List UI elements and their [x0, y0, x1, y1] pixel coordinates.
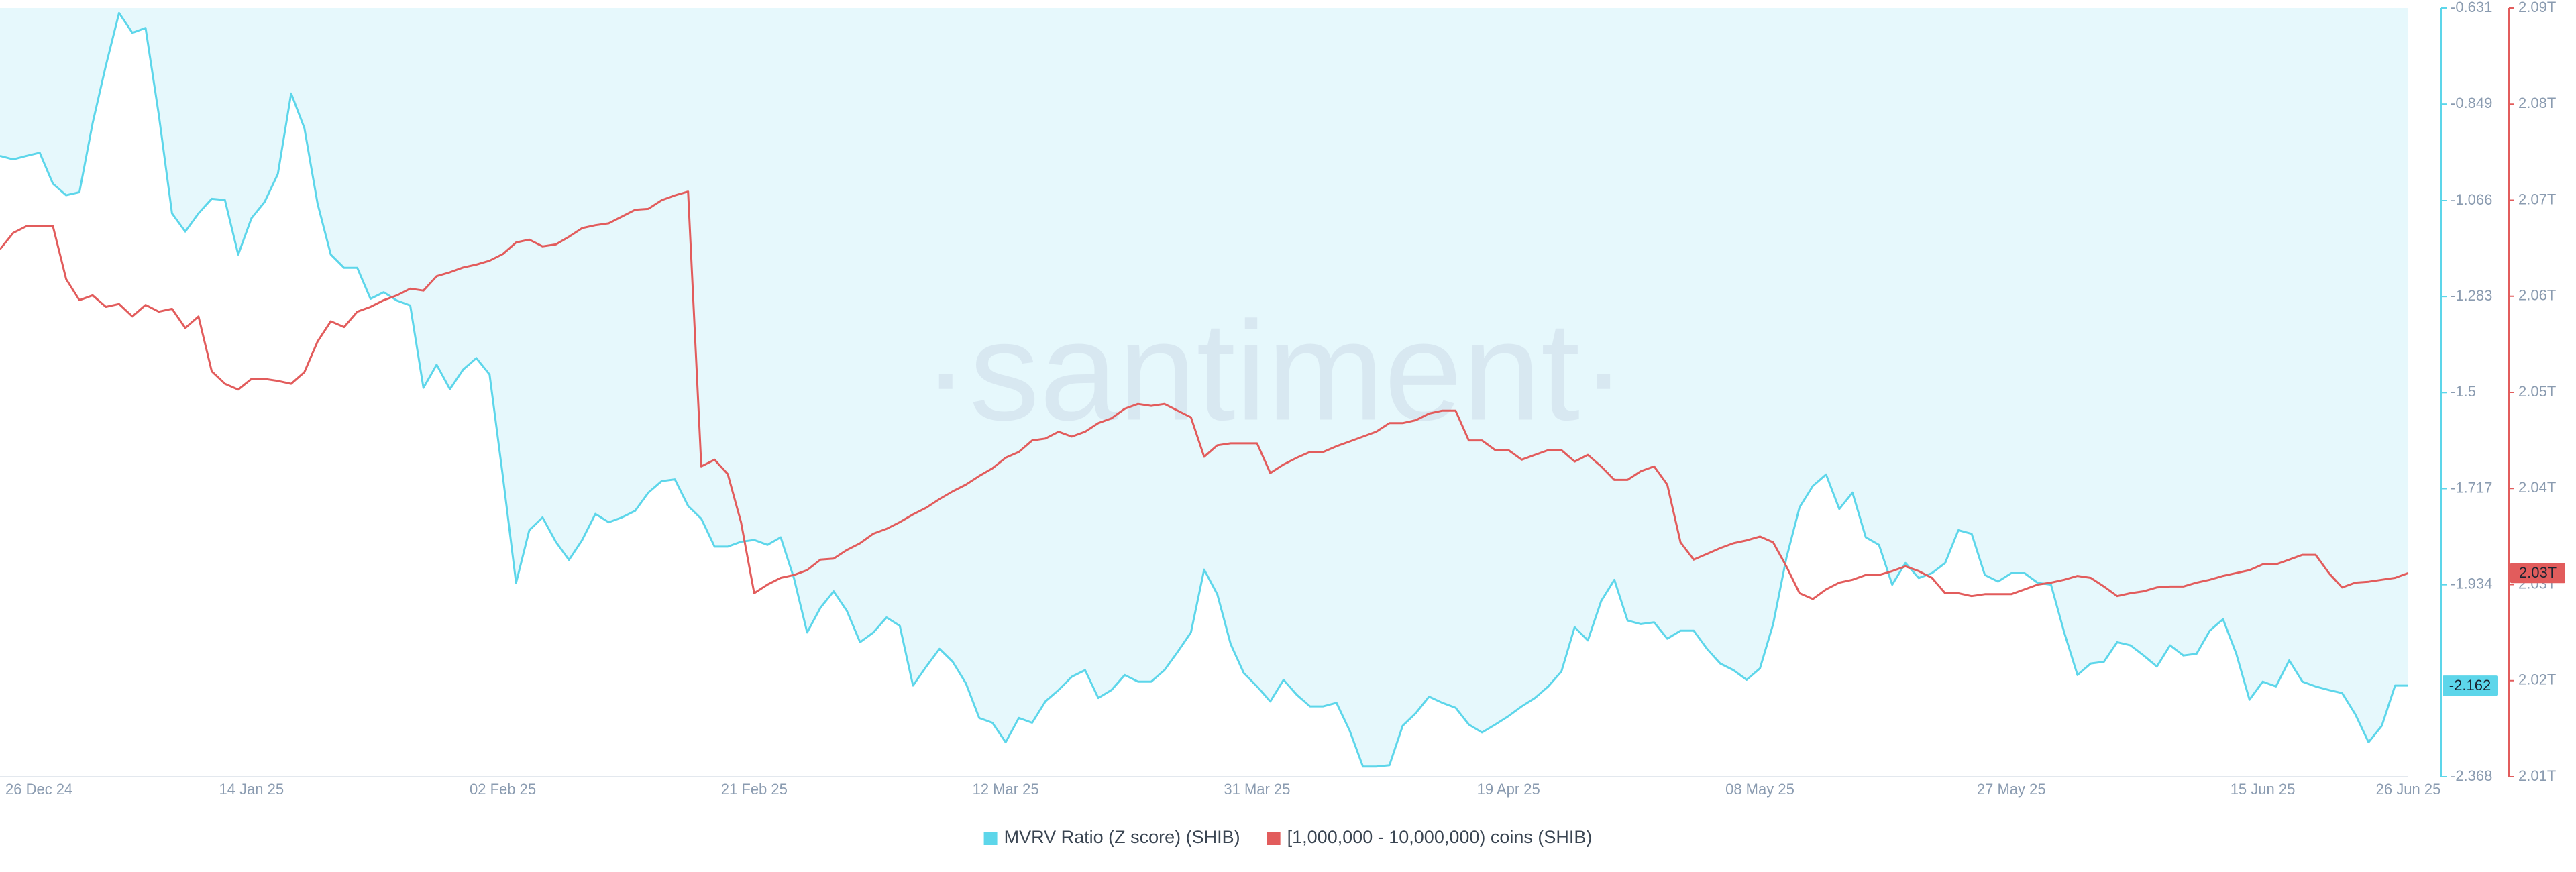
legend-label: MVRV Ratio (Z score) (SHIB): [1004, 827, 1240, 847]
x-tick-label: 26 Jun 25: [2376, 781, 2441, 798]
y-tick-label: -1.934: [2451, 575, 2492, 592]
y2-tick-label: 2.09T: [2518, 0, 2556, 15]
y-tick-label: -1.066: [2451, 191, 2492, 208]
y2-tick-label: 2.01T: [2518, 767, 2556, 784]
y2-tick-label: 2.07T: [2518, 190, 2556, 207]
x-tick-label: 15 Jun 25: [2231, 781, 2296, 798]
value-badge: [2443, 675, 2498, 696]
x-tick-label: 26 Dec 24: [5, 781, 72, 798]
y-tick-label: -0.631: [2451, 0, 2492, 15]
y2-tick-label: 2.08T: [2518, 95, 2556, 111]
series-line: [0, 190, 2409, 600]
y2-tick-label: 2.04T: [2518, 479, 2556, 496]
y-tick-label: -2.368: [2451, 767, 2492, 784]
x-tick-label: 12 Mar 25: [973, 781, 1039, 798]
value-badge-label: 2.03T: [2519, 564, 2557, 581]
series-line: [0, 11, 2408, 768]
value-badge-label: -2.162: [2449, 677, 2491, 694]
y2-tick-label: 2.06T: [2518, 287, 2556, 304]
y-tick-label: -1.283: [2451, 287, 2492, 304]
y-tick-label: -1.5: [2451, 383, 2476, 400]
x-tick-label: 31 Mar 25: [1224, 781, 1290, 798]
y2-tick-label: 2.05T: [2518, 383, 2556, 400]
y2-tick-label: 2.02T: [2518, 671, 2556, 688]
x-tick-label: 27 May 25: [1977, 781, 2046, 798]
y-tick-label: -1.717: [2451, 479, 2492, 496]
x-tick-label: 14 Jan 25: [219, 781, 284, 798]
x-tick-label: 19 Apr 25: [1477, 781, 1540, 798]
legend-swatch: [983, 832, 998, 845]
value-badge: [2510, 563, 2565, 584]
legend-label: [1,000,000 - 10,000,000) coins (SHIB): [1287, 827, 1593, 847]
area: [0, 8, 2408, 767]
x-tick-label: 08 May 25: [1725, 781, 1794, 798]
legend-swatch: [1267, 832, 1281, 845]
x-tick-label: 21 Feb 25: [721, 781, 788, 798]
watermark: ·santiment·: [922, 292, 1627, 449]
y-tick-label: -0.849: [2451, 95, 2492, 111]
x-tick-label: 02 Feb 25: [470, 781, 536, 798]
